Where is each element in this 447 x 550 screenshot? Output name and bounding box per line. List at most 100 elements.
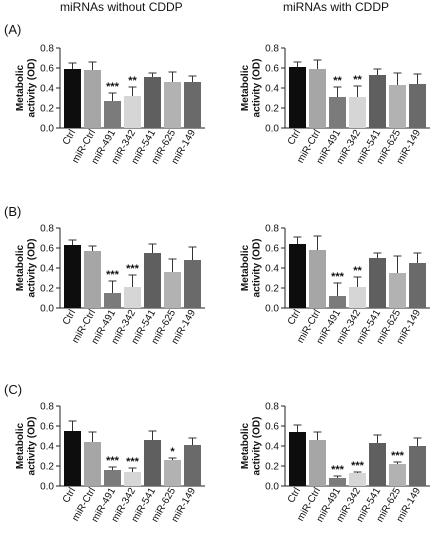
bar-mir-149 [409,263,426,308]
bar-mir-ctrl [309,250,326,308]
bar-mir-625 [389,464,406,486]
y-tick-label: 0.2 [40,462,54,473]
bar-mir-342 [124,472,141,486]
significance-label: ** [128,75,137,87]
bar-mir-625 [164,82,181,128]
category-label: Ctrl [286,128,303,147]
bar-mir-491 [329,97,346,128]
category-label: Ctrl [286,308,303,327]
bar-mir-625 [389,273,406,308]
bar-mir-342 [124,287,141,308]
y-tick-label: 0.4 [265,442,279,453]
bar-mir-149 [409,84,426,128]
bar-mir-342 [349,287,366,308]
row-label-a: (A) [4,22,22,37]
significance-label: *** [106,81,120,93]
bar-mir-491 [329,478,346,486]
row-label-b: (B) [4,204,22,219]
bar-mir-541 [144,440,161,486]
y-tick-label: 0.8 [265,224,279,235]
y-tick-label: 0.0 [40,124,54,135]
bar-mir-149 [409,446,426,486]
significance-label: *** [106,455,120,467]
bar-ctrl [289,244,306,308]
y-tick-label: 0.6 [265,64,279,75]
significance-label: *** [106,269,120,281]
y-tick-label: 0.2 [265,462,279,473]
row-label-c: (C) [4,382,23,397]
y-tick-label: 0.4 [265,84,279,95]
significance-label: *** [126,263,140,275]
y-tick-label: 0.0 [265,482,279,493]
bar-ctrl [64,245,81,308]
y-tick-label: 0.0 [40,304,54,315]
bar-mir-491 [104,101,121,128]
y-tick-label: 0.6 [40,244,54,255]
bar-mir-ctrl [309,69,326,128]
category-label: Ctrl [61,308,78,327]
y-tick-label: 0.8 [40,44,54,55]
y-tick-label: 0.6 [265,422,279,433]
y-tick-label: 0.4 [40,84,54,95]
category-label: Ctrl [61,486,78,505]
y-tick-label: 0.0 [40,482,54,493]
y-tick-label: 0.6 [40,64,54,75]
bar-mir-491 [104,293,121,308]
bar-mir-149 [184,260,201,308]
bar-mir-342 [349,97,366,128]
y-tick-label: 0.2 [265,104,279,115]
y-axis-title: Metabolicactivity (OD) [240,239,263,298]
significance-label: *** [391,450,405,462]
y-tick-label: 0.8 [265,44,279,55]
y-tick-label: 0.6 [40,422,54,433]
significance-label: ** [353,265,362,277]
y-tick-label: 0.0 [265,124,279,135]
significance-label: ** [333,75,342,87]
bar-mir-541 [369,258,386,308]
y-axis-title: Metabolicactivity (OD) [240,417,263,476]
bar-mir-ctrl [84,251,101,308]
bar-mir-491 [329,296,346,308]
bar-mir-541 [369,443,386,486]
bar-mir-541 [144,77,161,128]
significance-label: *** [331,464,345,476]
y-axis-title: Metabolicactivity (OD) [15,417,38,476]
bar-mir-ctrl [309,440,326,486]
y-tick-label: 0.2 [40,284,54,295]
category-label: Ctrl [286,486,303,505]
y-tick-label: 0.6 [265,244,279,255]
y-tick-label: 0.8 [40,402,54,413]
bar-mir-149 [184,445,201,486]
column-title-without-cddp: miRNAs without CDDP [60,0,183,14]
significance-label: *** [331,271,345,283]
bar-ctrl [64,431,81,486]
bar-ctrl [289,432,306,486]
bar-mir-625 [164,272,181,308]
bar-mir-ctrl [84,70,101,128]
bar-mir-625 [164,460,181,486]
y-tick-label: 0.0 [265,304,279,315]
significance-label: *** [126,456,140,468]
column-title-with-cddp: miRNAs with CDDP [283,0,390,14]
bar-ctrl [289,67,306,128]
bar-mir-ctrl [84,442,101,486]
y-tick-label: 0.4 [265,264,279,275]
significance-label: * [170,446,175,458]
category-label: Ctrl [61,128,78,147]
significance-label: *** [351,460,365,472]
bar-mir-149 [184,82,201,128]
y-axis-title: Metabolicactivity (OD) [240,59,263,118]
bar-mir-491 [104,470,121,486]
y-tick-label: 0.4 [40,442,54,453]
significance-label: ** [353,74,362,86]
bar-mir-541 [369,75,386,128]
y-tick-label: 0.8 [40,224,54,235]
y-tick-label: 0.2 [40,104,54,115]
y-tick-label: 0.2 [265,284,279,295]
